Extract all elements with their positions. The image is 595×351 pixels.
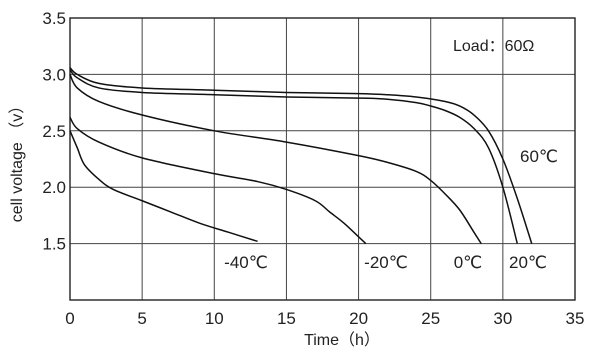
series-line [69, 67, 533, 244]
x-tick-label: 10 [205, 309, 224, 328]
series-curves [69, 67, 533, 245]
series-line [69, 69, 519, 244]
y-tick-labels: 1.5 2.0 2.5 3.0 3.5 [42, 9, 66, 254]
series-labels: 60℃ 20℃ 0℃ -20℃ -40℃ [224, 147, 558, 272]
series-label: 0℃ [454, 253, 483, 272]
y-axis-label: cell voltage （v） [8, 98, 26, 223]
x-tick-label: 30 [493, 309, 512, 328]
y-tick-label: 3.0 [42, 65, 66, 84]
series-line [69, 74, 482, 245]
x-tick-label: 0 [65, 309, 74, 328]
x-tick-label: 15 [277, 309, 296, 328]
series-label: 60℃ [520, 147, 558, 166]
x-tick-label: 25 [421, 309, 440, 328]
x-tick-labels: 0 5 10 15 20 25 30 35 [65, 309, 584, 328]
y-tick-label: 2.5 [42, 122, 66, 141]
series-line [69, 130, 258, 243]
y-tick-label: 2.0 [42, 178, 66, 197]
x-tick-label: 5 [137, 309, 146, 328]
x-axis-label: Time（h） [304, 331, 380, 349]
series-line [69, 116, 367, 245]
y-tick-label: 1.5 [42, 235, 66, 254]
plot-frame [69, 17, 576, 301]
series-label: -20℃ [364, 253, 408, 272]
load-annotation: Load：60Ω [453, 38, 534, 55]
y-tick-label: 3.5 [42, 9, 66, 28]
x-tick-label: 35 [566, 309, 585, 328]
series-label: 20℃ [509, 253, 547, 272]
series-label: -40℃ [224, 253, 268, 272]
x-tick-label: 20 [349, 309, 368, 328]
